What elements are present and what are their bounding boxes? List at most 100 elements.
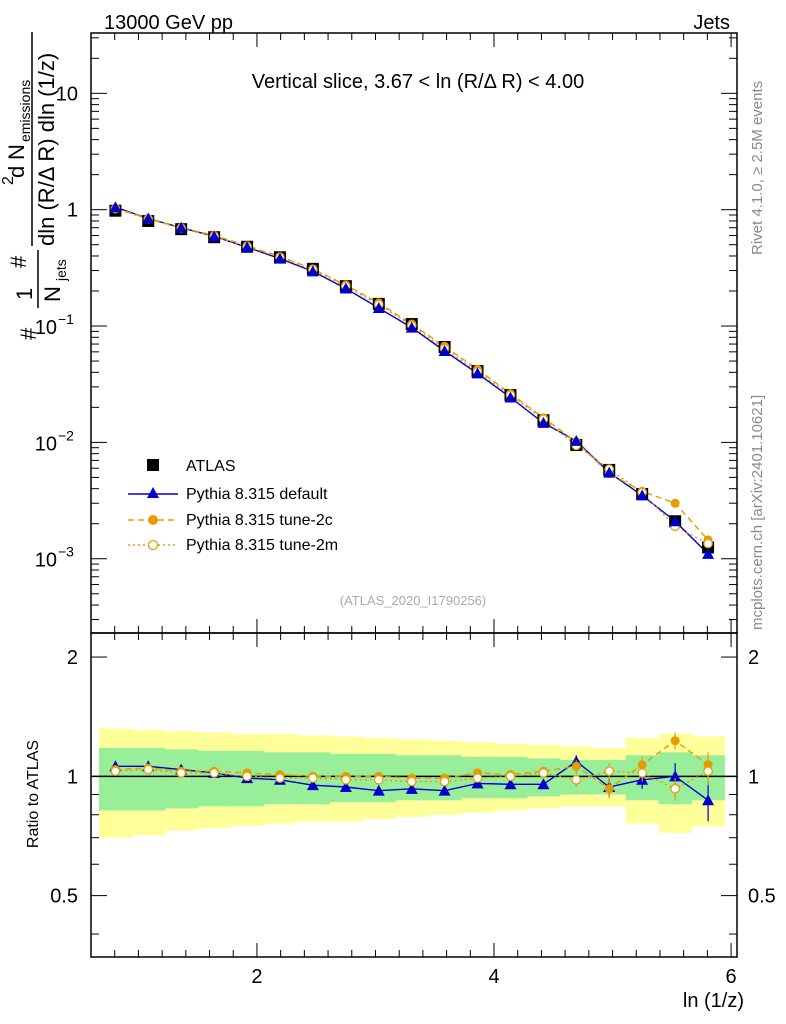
ratio-point-3: [571, 775, 582, 785]
ratio-point-2: [604, 784, 614, 794]
y-tick-label-base: 10: [35, 317, 57, 339]
main-point-mc2: [670, 498, 680, 508]
mcplots-label: mcplots.cern.ch [arXiv:2401.10621]: [749, 395, 766, 630]
ratio-point-3: [110, 766, 121, 777]
ylabel-one-over: #: [16, 327, 41, 340]
ratio-point-3: [439, 776, 450, 787]
main-point-mc1: [405, 321, 418, 333]
ylabel-njets: N: [40, 286, 65, 302]
main-point-mc1: [537, 416, 550, 428]
uncertainty-band-inner: [197, 750, 232, 807]
y-tick-label: 10: [56, 83, 78, 105]
ratio-point-3: [275, 773, 285, 783]
legend-label-tune2c: Pythia 8.315 tune-2c: [186, 512, 333, 529]
rivet-version-label: Rivet 4.1.0, ≥ 2.5M events: [749, 81, 766, 255]
x-tick-label: 2: [251, 966, 262, 988]
main-point-mc1: [175, 221, 188, 233]
x-tick-label: 6: [726, 966, 737, 988]
legend-marker-tune2m: [147, 539, 159, 551]
ratio-ylabel: Ratio to ATLAS: [25, 740, 42, 848]
ratio-point-1: [405, 782, 418, 794]
main-point-mc1: [504, 391, 517, 403]
ratio-point-1: [537, 778, 550, 790]
y-tick-label-base: 10: [35, 550, 57, 572]
ratio-point-2: [571, 761, 581, 771]
main-point-mc3: [703, 538, 713, 549]
ratio-point-2: [670, 736, 680, 746]
ratio-point-1: [669, 770, 682, 782]
ratio-point-3: [341, 775, 351, 785]
ylabel-one: 1: [12, 288, 37, 300]
ratio-point-1: [504, 778, 517, 790]
uncertainty-band-inner: [98, 747, 133, 811]
ratio-point-1: [339, 780, 352, 792]
y-tick-label-exp: −2: [58, 427, 74, 443]
analysis-tag: (ATLAS_2020_I1790256): [340, 593, 486, 608]
ratio-point-1: [438, 784, 451, 796]
main-point-mc1: [273, 252, 286, 264]
ylabel-denominator: dln (R/Δ R) dln (1/z): [34, 53, 59, 246]
ratio-frame: [90, 632, 738, 958]
x-tick-label: 4: [488, 966, 499, 988]
ylabel-n: N: [4, 144, 29, 160]
x-axis-label: ln (1/z): [683, 990, 744, 1012]
legend-label-default: Pythia 8.315 default: [186, 486, 328, 503]
legend-marker-tune2c: [148, 515, 158, 525]
uncertainty-band-inner: [164, 749, 199, 809]
ratio-point-1: [372, 784, 385, 796]
main-point-mc1: [636, 489, 649, 501]
ratio-point-3: [209, 768, 219, 778]
chart-title: Vertical slice, 3.67 < ln (R/Δ R) < 4.00: [252, 71, 584, 93]
ratio-point-3: [670, 784, 680, 794]
ratio-y-tick-label-right: 2: [748, 647, 759, 669]
main-point-mc1: [241, 241, 254, 253]
ratio-point-3: [472, 773, 483, 783]
main-point-mc1: [142, 212, 155, 224]
main-point-mc1: [570, 434, 583, 446]
uncertainty-band-inner: [131, 747, 166, 811]
legend-label-tune2m: Pythia 8.315 tune-2m: [186, 537, 338, 554]
legend-marker-default: [147, 487, 159, 498]
ratio-point-3: [373, 775, 384, 785]
ratio-point-3: [176, 768, 187, 778]
main-point-mc1: [372, 301, 385, 313]
ratio-y-tick-label-left: 0.5: [50, 886, 78, 908]
process-label: Jets: [693, 12, 730, 34]
ratio-point-1: [702, 794, 715, 806]
ratio-y-tick-label-right: 1: [748, 766, 759, 788]
main-point-mc1: [306, 265, 319, 277]
ratio-point-3: [505, 771, 516, 782]
y-tick-label-exp: −1: [58, 311, 74, 327]
main-point-mc1: [109, 201, 122, 213]
legend: ATLAS Pythia 8.315 default Pythia 8.315 …: [128, 458, 338, 554]
legend-label-atlas: ATLAS: [186, 458, 236, 475]
ratio-point-3: [143, 764, 154, 775]
energy-label: 13000 GeV pp: [104, 12, 233, 34]
ratio-point-3: [308, 773, 318, 783]
ratio-point-3: [242, 771, 252, 782]
y-tick-label: 1: [67, 200, 78, 222]
y-tick-label-base: 10: [35, 433, 57, 455]
main-point-mc1: [603, 466, 616, 478]
main-point-mc1: [669, 515, 682, 527]
main-point-mc1: [339, 282, 352, 294]
ratio-point-3: [703, 766, 713, 777]
main-point-mc1: [208, 230, 221, 242]
ylabel-njets-sub: jets: [53, 259, 69, 282]
ratio-y-tick-label-left: 1: [67, 766, 78, 788]
ylabel-n-sub: emissions: [17, 80, 33, 142]
main-point-mc1: [438, 345, 451, 357]
main-point-mc1: [471, 367, 484, 379]
main-ylabel: # 1 N jets # 2 d N emissions dln (R/Δ R)…: [0, 32, 69, 340]
ratio-point-1: [306, 779, 319, 791]
ratio-point-3: [637, 768, 647, 778]
ratio-y-tick-label-left: 2: [67, 647, 78, 669]
main-point-mc1: [702, 547, 715, 559]
ylabel-sup: 2: [0, 176, 17, 185]
ratio-y-tick-label-right: 0.5: [748, 886, 776, 908]
legend-marker-atlas: [147, 459, 159, 471]
y-tick-label-exp: −3: [58, 544, 74, 560]
ylabel-d: d: [4, 166, 29, 178]
ylabel-hash: #: [6, 255, 31, 268]
